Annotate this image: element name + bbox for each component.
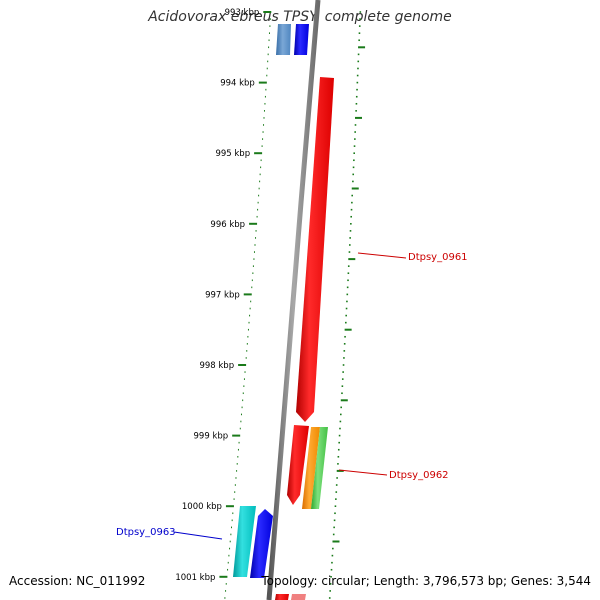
tick-label: 996 kbp <box>210 220 245 230</box>
map-title: Acidovorax ebreus TPSY, complete genome <box>148 9 452 25</box>
outer-tick-ring <box>328 11 366 599</box>
accession-text: Accession: NC_011992 <box>9 574 146 588</box>
gene-feature[interactable] <box>291 594 306 600</box>
genome-backbone <box>266 0 321 600</box>
gene-feature[interactable] <box>275 594 289 600</box>
tick-label: 1001 kbp <box>175 573 215 583</box>
gene-label-dtpsy-0963[interactable]: Dtpsy_0963 <box>116 527 176 538</box>
tick-label: 1000 kbp <box>182 502 222 512</box>
gene-feature[interactable] <box>276 24 291 55</box>
tick-label: 999 kbp <box>194 432 229 442</box>
tick-label: 994 kbp <box>220 79 255 89</box>
gene-dtpsy-0963[interactable] <box>233 506 256 577</box>
gene-label-dtpsy-0961[interactable]: Dtpsy_0961 <box>408 252 468 263</box>
leader-line-dtpsy-0963 <box>173 531 223 540</box>
gene-label-dtpsy-0962[interactable]: Dtpsy_0962 <box>389 470 449 481</box>
tick-label: 995 kbp <box>215 149 250 159</box>
inner-tick-ring <box>219 11 272 599</box>
tick-labels: 993 kbp 994 kbp 995 kbp 996 kbp 997 kbp 998 k… <box>175 8 259 583</box>
tick-label: 997 kbp <box>205 290 240 300</box>
gene-feature[interactable] <box>250 509 273 578</box>
tick-label: 993 kbp <box>225 8 260 18</box>
tick-label: 998 kbp <box>199 361 234 371</box>
gene-dtpsy-0961[interactable] <box>296 77 334 422</box>
gene-feature[interactable] <box>311 427 328 509</box>
gene-dtpsy-0962[interactable] <box>302 427 320 509</box>
gene-feature[interactable] <box>294 24 309 55</box>
leader-line-dtpsy-0961 <box>357 252 407 259</box>
gene-feature[interactable] <box>287 425 309 505</box>
leader-line-dtpsy-0962 <box>338 469 388 476</box>
genome-summary-text: Topology: circular; Length: 3,796,573 bp… <box>261 574 591 588</box>
